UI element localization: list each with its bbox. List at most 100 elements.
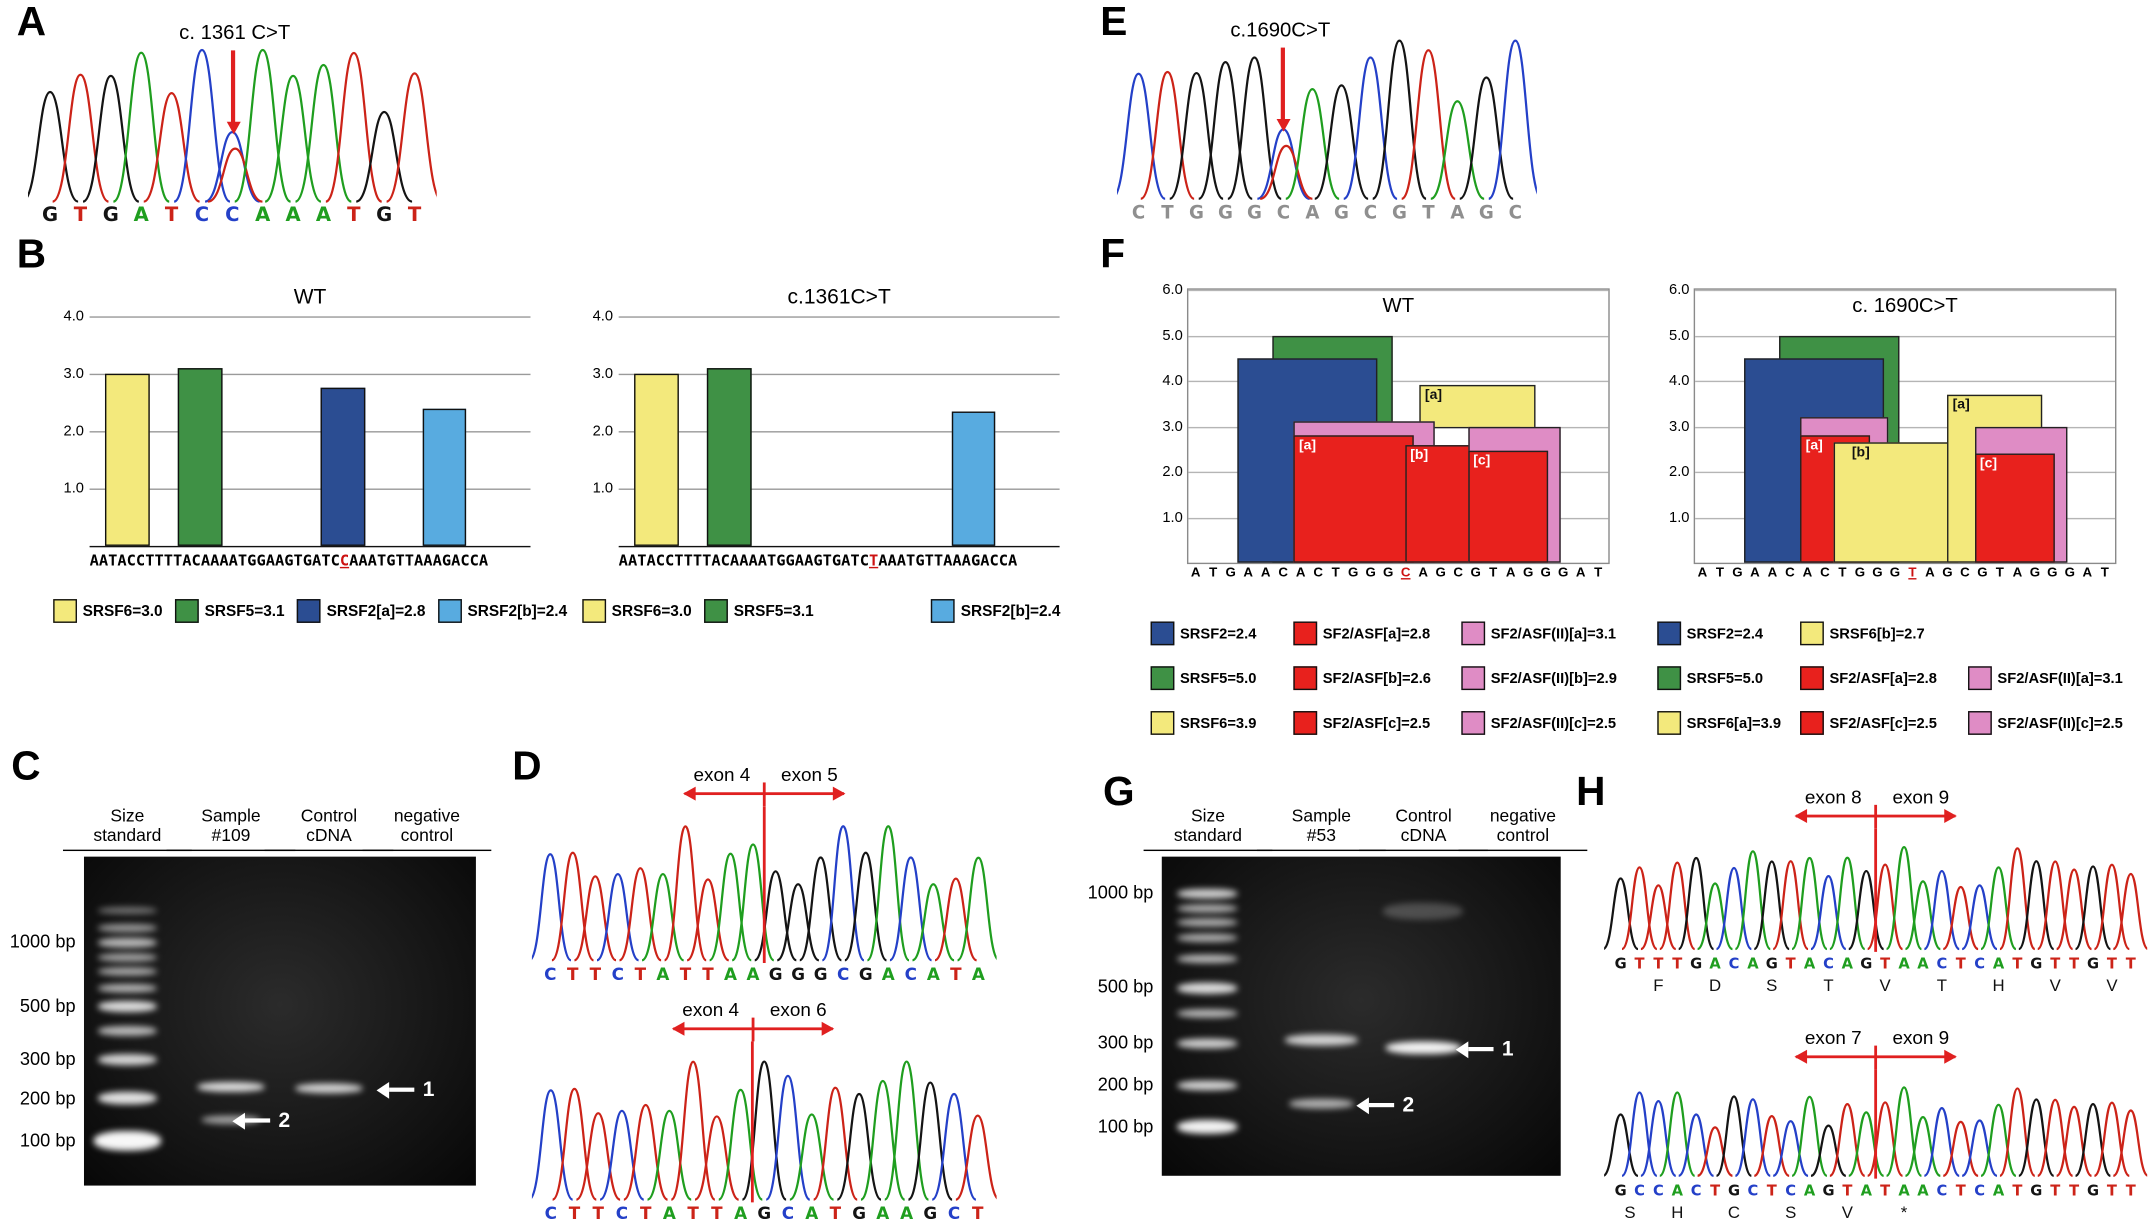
ese-bar-chart-wt-1361: WT 1.0 2.0 3.0 4.0 AATACCTTTTACAAAATGGAAGTG…: [48, 277, 541, 582]
gridline: [1188, 380, 1609, 383]
svg-text:G: G: [791, 964, 805, 984]
axis-base: G: [1540, 565, 1551, 581]
chart-plot-area: c. 1690C>T 1.0 2.0 3.0 4.0 5.0 6.0 [a] [b] [a] [c…: [1669, 281, 2117, 565]
svg-text:T: T: [567, 964, 579, 984]
svg-text:A: A: [900, 1203, 913, 1223]
motif-label: [a]: [1952, 397, 1970, 413]
y-axis-tick: 5.0: [1162, 326, 1183, 344]
legend-item: SF2/ASF(II)[c]=2.5: [1968, 711, 2150, 735]
legend-f-wt: SRSF2=2.4 SRSF5=5.0 SRSF6=3.9 SF2/ASF[a]=2.…: [1150, 621, 1644, 735]
svg-text:T: T: [830, 1203, 842, 1223]
svg-text:T: T: [1823, 976, 1833, 995]
gridline: [89, 488, 531, 490]
axis-base: T: [1331, 565, 1340, 581]
axis-base: A: [1802, 565, 1813, 581]
svg-text:C: C: [612, 964, 624, 984]
svg-text:T: T: [1956, 1182, 1966, 1199]
legend-column: SRSF6[b]=2.7 SF2/ASF[a]=2.8 SF2/ASF[c]=2.5: [1800, 621, 1954, 735]
panel-label-g: G: [1102, 769, 1135, 815]
axis-base: A: [1295, 565, 1306, 581]
gel-band: [1285, 1034, 1358, 1046]
axis-base: G: [1557, 565, 1569, 581]
y-axis-tick: 6.0: [1669, 281, 1690, 299]
axis-base: A: [1260, 565, 1271, 581]
legend-item: SRSF6=3.0: [53, 599, 163, 623]
legend-label: SRSF2[b]=2.4: [960, 602, 1061, 620]
gel-band: [197, 1081, 265, 1092]
svg-text:T: T: [2126, 956, 2136, 973]
legend-swatch: [1800, 666, 1824, 691]
svg-text:T: T: [2069, 956, 2079, 973]
arrow-shaft: [232, 1112, 271, 1129]
band-arrow: 2: [232, 1109, 290, 1132]
legend-item: SRSF2=2.4: [1657, 621, 1786, 646]
ese-motif-chart-mut-1690: c. 1690C>T 1.0 2.0 3.0 4.0 5.0 6.0 [a] [b] [a] [c…: [1649, 274, 2125, 599]
y-axis-tick: 2.0: [1162, 463, 1183, 481]
svg-text:G: G: [1392, 202, 1407, 223]
axis-base: A: [1925, 565, 1935, 581]
axis-base: G: [1522, 565, 1534, 581]
legend-label: SF2/ASF[b]=2.6: [1322, 669, 1431, 687]
legend-swatch: [582, 599, 607, 623]
axis-base: T: [2100, 565, 2109, 581]
legend-item: SRSF5=3.1: [175, 599, 285, 623]
arrow-shaft: [1356, 1096, 1395, 1114]
panel-label-f: F: [1100, 232, 1125, 278]
exon-label-right: exon 9: [1892, 1027, 1950, 1049]
svg-text:A: A: [1917, 1182, 1929, 1199]
svg-text:G: G: [1247, 202, 1262, 223]
svg-text:T: T: [1842, 1182, 1852, 1199]
y-axis-tick: 1.0: [592, 480, 614, 497]
svg-text:T: T: [1767, 1182, 1777, 1199]
axis-base: A: [1697, 565, 1708, 581]
svg-text:G: G: [859, 964, 873, 984]
gel-band: [1177, 903, 1238, 912]
gel-band: [97, 1053, 157, 1065]
legend-swatch: [1461, 711, 1486, 735]
svg-text:C: C: [837, 964, 849, 984]
svg-text:A: A: [1898, 1182, 1910, 1199]
lane-header: Sample #109: [166, 806, 296, 852]
motif-label: [c]: [1979, 456, 1998, 472]
y-axis-tick: 3.0: [1669, 417, 1690, 435]
svg-text:C: C: [1634, 1182, 1645, 1199]
legend-item: SRSF6=3.0: [582, 599, 692, 623]
svg-text:C: C: [1729, 956, 1740, 973]
lane-header: negative control: [1458, 806, 1588, 852]
svg-text:D: D: [1709, 976, 1721, 995]
svg-text:C: C: [616, 1203, 628, 1223]
svg-text:T: T: [347, 203, 361, 226]
junction-header: exon 8 exon 9: [1604, 787, 2147, 829]
svg-text:A: A: [286, 203, 302, 226]
legend-item: SRSF2[b]=2.4: [931, 599, 1060, 623]
legend-label: SRSF5=3.1: [733, 602, 814, 620]
band-arrow: 1: [1455, 1037, 1514, 1061]
svg-text:T: T: [2107, 1182, 2117, 1199]
svg-text:T: T: [1422, 202, 1435, 223]
legend-label: SRSF6[a]=3.9: [1686, 714, 1782, 732]
svg-text:G: G: [103, 203, 119, 226]
legend-swatch: [1657, 666, 1682, 691]
y-axis-tick: 6.0: [1162, 281, 1183, 299]
exon-span-arrow: [671, 1020, 835, 1037]
svg-text:G: G: [1822, 1182, 1834, 1199]
svg-text:A: A: [1804, 1182, 1816, 1199]
chart-plot-area: 1.0 2.0 3.0 4.0: [593, 308, 1060, 548]
legend-f-mut: SRSF2=2.4 SRSF5=5.0 SRSF6[a]=3.9 SRSF6[b]=2…: [1657, 621, 2150, 735]
legend-swatch: [1800, 711, 1824, 735]
svg-text:T: T: [2107, 956, 2117, 973]
gridline: [1188, 289, 1609, 292]
svg-text:C: C: [1748, 1182, 1759, 1199]
svg-text:G: G: [1766, 956, 1778, 973]
axis-base: G: [2047, 565, 2058, 581]
svg-text:C: C: [1132, 202, 1145, 223]
panel-label-e: E: [1100, 0, 1128, 45]
axis-base: A: [1418, 565, 1428, 581]
svg-text:C: C: [1936, 956, 1947, 973]
y-axis-tick: 3.0: [63, 365, 84, 383]
motif-label: [a]: [1805, 438, 1823, 454]
gridline: [89, 373, 531, 376]
svg-text:T: T: [569, 1203, 581, 1223]
